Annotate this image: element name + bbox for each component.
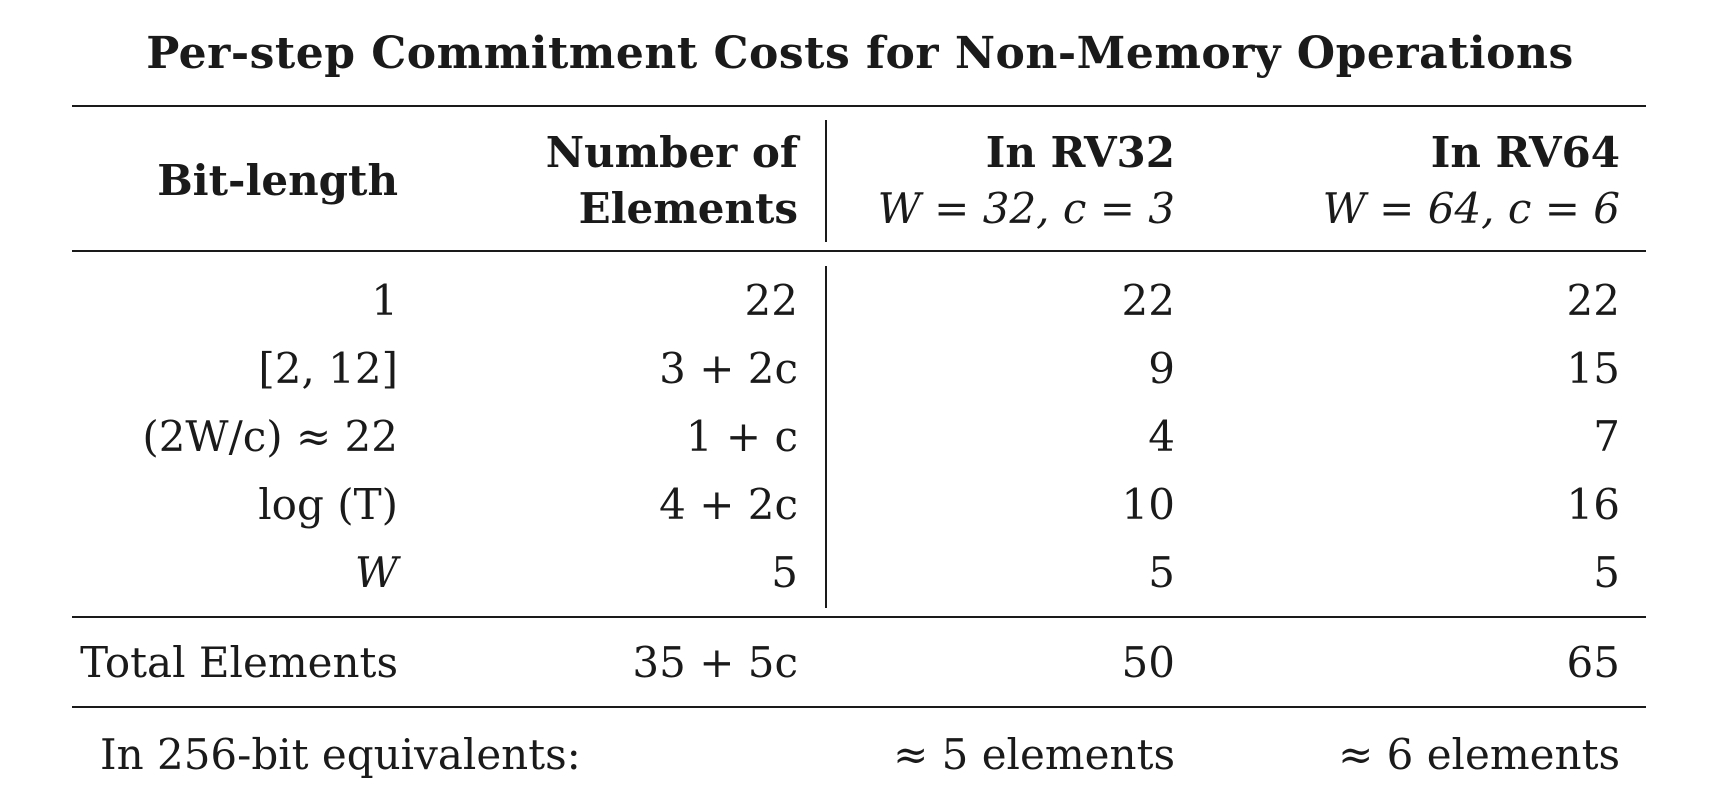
top-rule (72, 105, 1646, 107)
row-4-rv32: 10 (1121, 480, 1175, 529)
row-3-rv32: 4 (1148, 412, 1175, 461)
header-rv32-params: W = 32, c = 3 (877, 184, 1175, 233)
row-1-rv32: 22 (1121, 276, 1175, 325)
total-label: Total Elements (80, 638, 398, 687)
header-column-divider (825, 120, 827, 242)
total-rv64: 65 (1566, 638, 1620, 687)
row-4-rv64: 16 (1566, 480, 1620, 529)
row-2-bit-length: [2, 12] (258, 344, 398, 393)
row-4-num-elements: 4 + 2c (659, 480, 798, 529)
row-3-num-elements: 1 + c (685, 412, 798, 461)
row-3-bit-length: (2W/c) ≈ 22 (142, 412, 398, 461)
row-1-rv64: 22 (1566, 276, 1620, 325)
row-2-rv64: 15 (1566, 344, 1620, 393)
row-5-bit-length: W (354, 548, 398, 597)
row-5-num-elements: 5 (771, 548, 798, 597)
row-5-rv32: 5 (1148, 548, 1175, 597)
equivalents-label: In 256-bit equivalents: (100, 730, 581, 779)
row-5-rv64: 5 (1593, 548, 1620, 597)
row-2-num-elements: 3 + 2c (659, 344, 798, 393)
row-2-rv32: 9 (1148, 344, 1175, 393)
header-rv64-line1: In RV64 (1430, 128, 1620, 177)
total-num-elements: 35 + 5c (632, 638, 798, 687)
header-rv32-line1: In RV32 (985, 128, 1175, 177)
header-bit-length: Bit-length (157, 156, 398, 205)
header-number-of-elements-line2: Elements (578, 184, 798, 233)
body-rule (72, 616, 1646, 618)
row-1-num-elements: 22 (744, 276, 798, 325)
header-rv64-params: W = 64, c = 6 (1322, 184, 1620, 233)
body-column-divider (825, 266, 827, 608)
equivalents-rv32: ≈ 5 elements (893, 730, 1175, 779)
row-3-rv64: 7 (1593, 412, 1620, 461)
row-4-bit-length: log (T) (258, 480, 398, 529)
header-rule (72, 250, 1646, 252)
table-title: Per-step Commitment Costs for Non-Memory… (146, 28, 1574, 79)
total-rule (72, 706, 1646, 708)
total-rv32: 50 (1121, 638, 1175, 687)
header-number-of-elements-line1: Number of (545, 128, 798, 177)
row-1-bit-length: 1 (371, 276, 398, 325)
equivalents-rv64: ≈ 6 elements (1338, 730, 1620, 779)
